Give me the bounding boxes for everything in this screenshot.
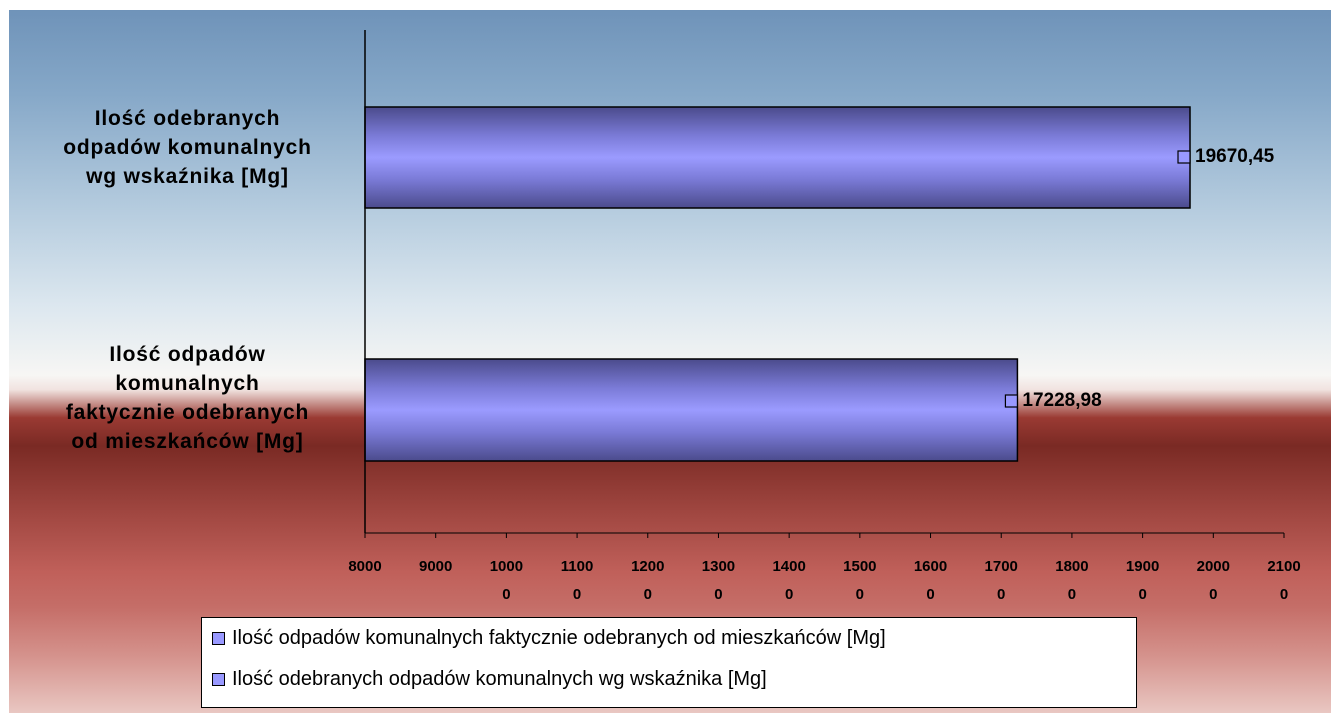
bar-0	[364, 106, 1191, 209]
legend-swatch-fact	[212, 632, 225, 645]
x-tick-label-12: 2000 0	[1196, 558, 1230, 603]
legend-item-indicator: Ilość odebranych odpadów komunalnych wg …	[212, 668, 767, 691]
x-tick-label-4: 1200 0	[631, 558, 665, 603]
x-tick-label-1: 9000	[419, 558, 453, 575]
x-tick-label-5: 1300 0	[701, 558, 736, 603]
data-label-1: 17228,98	[1022, 390, 1102, 411]
legend-label-indicator: Ilość odebranych odpadów komunalnych wg …	[232, 668, 767, 690]
x-tick-label-0: 8000	[348, 558, 382, 575]
legend: Ilość odpadów komunalnych faktycznie ode…	[201, 617, 1137, 708]
x-tick-label-6: 1400 0	[772, 558, 806, 603]
x-tick-label-13: 2100 0	[1267, 558, 1301, 603]
bar-1	[364, 358, 1019, 462]
category-label-0: Ilość odebranych odpadów komunalnych wg ws…	[63, 107, 312, 188]
x-tick-label-11: 1900 0	[1125, 558, 1160, 603]
x-tick-label-9: 1700 0	[984, 558, 1018, 603]
legend-label-fact: Ilość odpadów komunalnych faktycznie ode…	[232, 627, 886, 649]
data-label-0: 19670,45	[1195, 146, 1275, 167]
x-tick-label-8: 1600 0	[913, 558, 948, 603]
legend-swatch-indicator	[212, 673, 225, 686]
x-tick-label-2: 1000 0	[489, 558, 524, 603]
data-label-marker-0	[1177, 150, 1191, 164]
x-tick-label-10: 1800 0	[1055, 558, 1089, 603]
category-label-1: Ilość odpadów komunalnych faktycznie odebr…	[65, 343, 310, 453]
data-label-marker-1	[1004, 394, 1019, 408]
x-tick-label-3: 1100 0	[560, 558, 594, 603]
legend-item-fact: Ilość odpadów komunalnych faktycznie ode…	[212, 627, 886, 650]
x-tick-label-7: 1500 0	[843, 558, 877, 603]
